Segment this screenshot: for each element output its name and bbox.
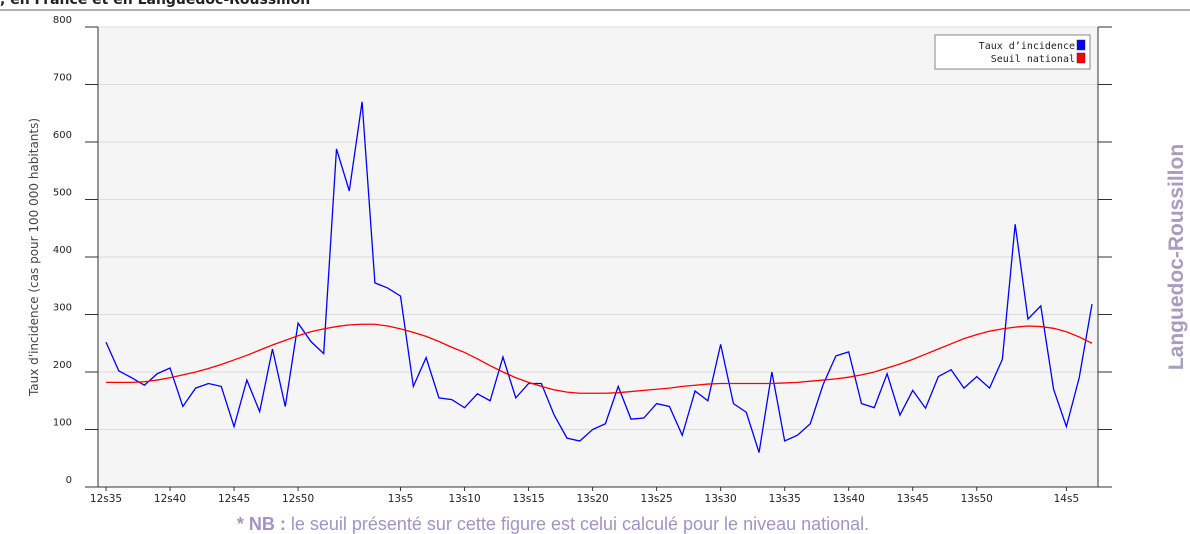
x-tick-label: 12s40 (154, 493, 186, 505)
y-tick-label: 300 (53, 303, 72, 314)
y-tick-label: 0 (66, 475, 72, 486)
legend-swatch (1076, 39, 1086, 51)
x-tick-label: 12s45 (218, 493, 250, 505)
x-tick-label: 13s45 (897, 493, 929, 505)
header-title: , en France et en Languedoc-Roussillon (0, 0, 310, 8)
y-tick-label: 400 (53, 245, 72, 256)
legend-box (934, 34, 1091, 70)
y-axis-label: Taux d'incidence (cas pour 100 000 habit… (27, 118, 41, 397)
x-tick-label: 13s30 (705, 493, 737, 505)
x-tick-label: 13s10 (448, 493, 480, 505)
legend-label: Taux d’incidence (979, 41, 1075, 52)
y-tick-label: 600 (53, 130, 72, 141)
x-tick-label: 13s35 (769, 493, 801, 505)
x-tick-label: 13s20 (576, 493, 608, 505)
x-tick-label: 13s5 (388, 493, 414, 505)
series-line (105, 101, 1093, 453)
note-text: le seuil présenté sur cette figure est c… (291, 514, 869, 534)
x-tick-label: 12s50 (282, 493, 314, 505)
y-tick-label: 800 (53, 15, 72, 26)
x-tick-label: 12s35 (90, 493, 122, 505)
x-tick-label: 14s5 (1054, 493, 1080, 505)
y-tick-label: 500 (53, 188, 72, 199)
region-label: Languedoc-Roussillon (1165, 144, 1188, 370)
legend-swatch (1076, 52, 1086, 64)
x-tick-label: 13s25 (641, 493, 673, 505)
y-tick-label: 100 (53, 418, 72, 429)
note: * NB : le seuil présenté sur cette figur… (237, 514, 869, 534)
x-tick-label: 13s50 (961, 493, 993, 505)
legend-label: Seuil national (991, 54, 1075, 65)
y-tick-label: 700 (53, 73, 72, 84)
y-tick-label: 200 (53, 360, 72, 371)
x-tick-label: 13s40 (833, 493, 865, 505)
note-prefix: * NB : (237, 514, 286, 534)
series-line (106, 323, 1093, 394)
x-tick-label: 13s15 (512, 493, 544, 505)
